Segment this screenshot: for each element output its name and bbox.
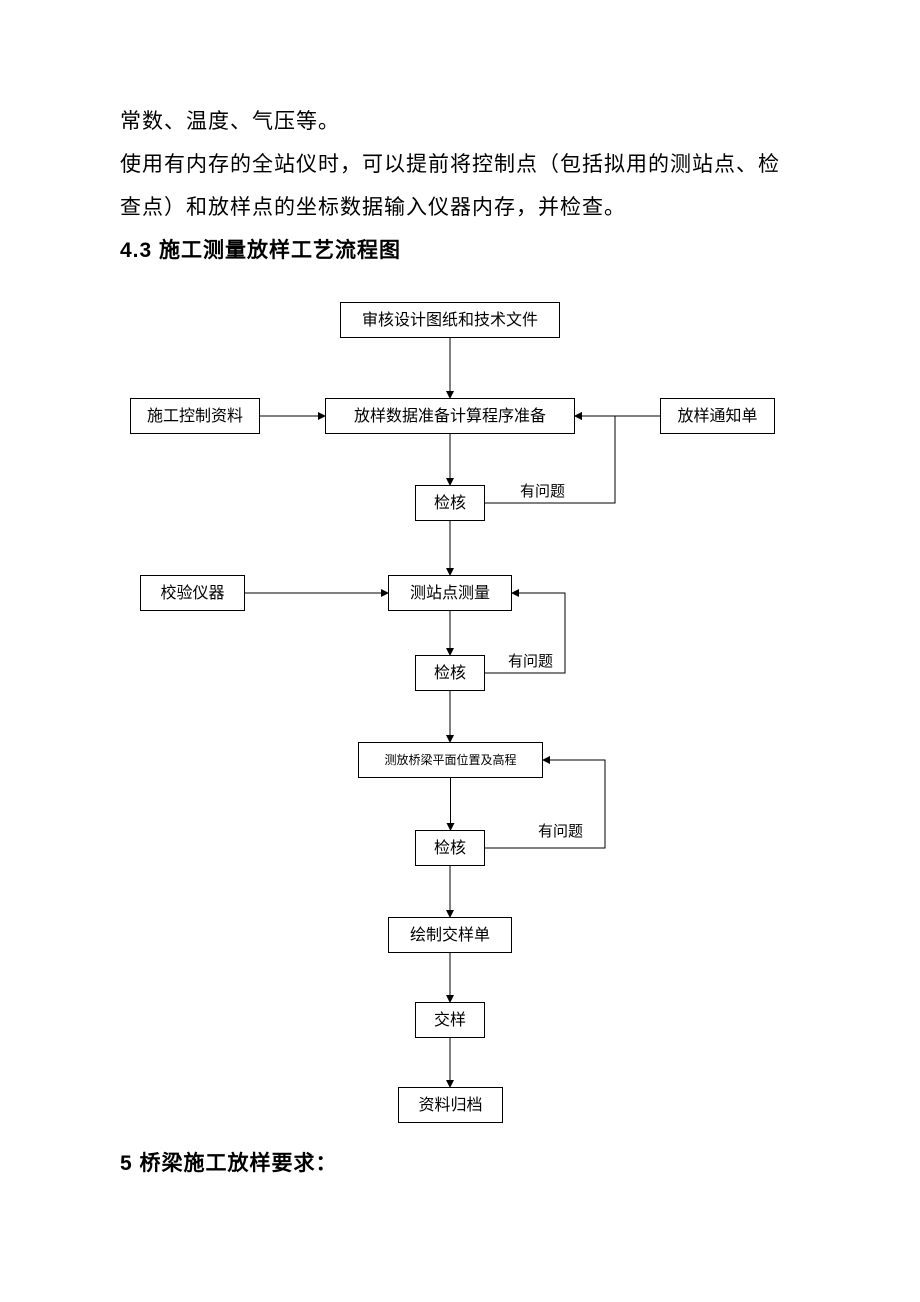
document-page: 常数、温度、气压等。 使用有内存的全站仪时，可以提前将控制点（包括拟用的测站点、…: [0, 0, 920, 1245]
flowchart-node-label: 检核: [428, 662, 472, 685]
paragraph-2: 使用有内存的全站仪时，可以提前将控制点（包括拟用的测站点、检查点）和放样点的坐标…: [120, 143, 800, 229]
flowchart-node-label: 放样通知单: [671, 405, 763, 428]
flowchart-node: 检核: [415, 830, 485, 866]
flowchart-node: 放样通知单: [660, 398, 775, 434]
flowchart-diagram: 有问题有问题有问题审核设计图纸和技术文件放样数据准备计算程序准备施工控制资料放样…: [120, 302, 800, 1132]
section-heading-5: 5 桥梁施工放样要求：: [120, 1142, 800, 1185]
flowchart-node-label: 放样数据准备计算程序准备: [348, 405, 552, 428]
flowchart-node: 放样数据准备计算程序准备: [325, 398, 575, 434]
flowchart-node: 资料归档: [398, 1087, 503, 1123]
flowchart-node-label: 校验仪器: [154, 582, 230, 605]
flowchart-node: 交样: [415, 1002, 485, 1038]
flowchart-node: 测放桥梁平面位置及高程: [358, 742, 543, 778]
flowchart-node-label: 绘制交样单: [404, 924, 496, 947]
paragraph-1: 常数、温度、气压等。: [120, 100, 800, 143]
flowchart-node-label: 交样: [428, 1009, 472, 1032]
flowchart-node: 检核: [415, 485, 485, 521]
flowchart-node-label: 审核设计图纸和技术文件: [356, 309, 544, 332]
flowchart-node: 测站点测量: [388, 575, 512, 611]
flowchart-node: 审核设计图纸和技术文件: [340, 302, 560, 338]
flowchart-node-label: 测站点测量: [404, 582, 496, 605]
flowchart-node-label: 检核: [428, 492, 472, 515]
flowchart-node: 绘制交样单: [388, 917, 512, 953]
flowchart-node: 施工控制资料: [130, 398, 260, 434]
flowchart-node-label: 资料归档: [412, 1094, 488, 1117]
flowchart-node-label: 施工控制资料: [141, 405, 249, 428]
section-heading-4-3: 4.3 施工测量放样工艺流程图: [120, 229, 800, 272]
flowchart-node-label: 检核: [428, 837, 472, 860]
flowchart-node: 校验仪器: [140, 575, 245, 611]
flowchart-node: 检核: [415, 655, 485, 691]
flowchart-node-label: 测放桥梁平面位置及高程: [378, 751, 522, 769]
